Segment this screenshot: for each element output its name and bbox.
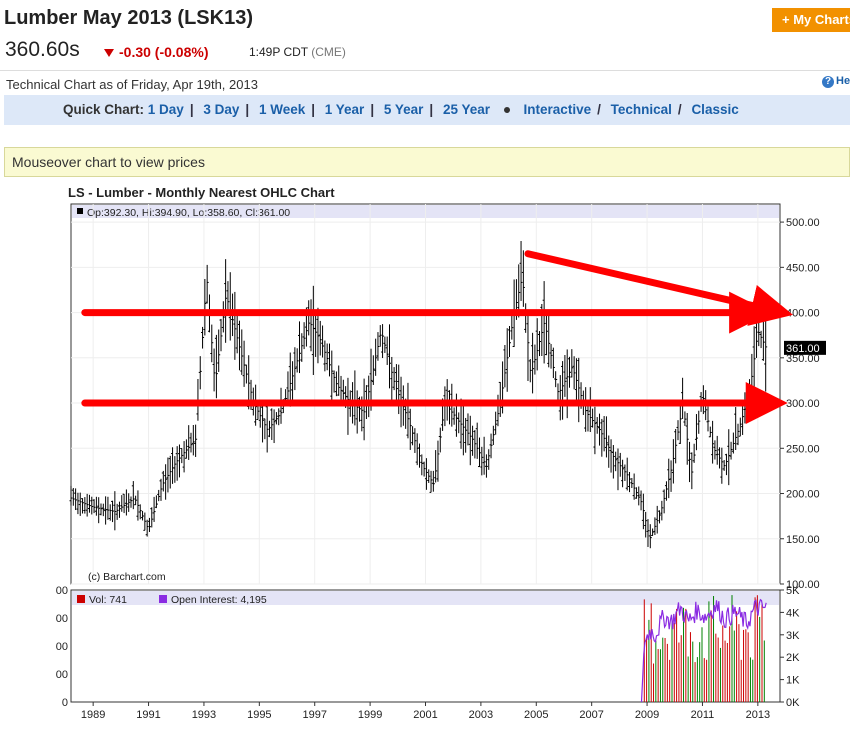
help-label: Help (836, 75, 850, 87)
x-tick-label: 2013 (746, 709, 770, 721)
divider (0, 70, 850, 71)
down-arrow-icon (104, 49, 114, 58)
volume-tick-label: 5K (786, 585, 800, 597)
volume-legend-band (72, 591, 779, 605)
mouseover-banner: Mouseover chart to view prices (4, 147, 850, 177)
quick-link-1-day[interactable]: 1 Day (147, 102, 184, 117)
x-tick-label: 1997 (302, 709, 326, 721)
volume-panel-frame (70, 589, 781, 703)
volume-left-tick-label: 00 (56, 669, 68, 681)
quick-link-3-day[interactable]: 3 Day (203, 102, 240, 117)
chart-credit: (c) Barchart.com (88, 571, 166, 583)
quick-chart-label: Quick Chart: (63, 102, 145, 117)
quick-link-25-year[interactable]: 25 Year (442, 102, 491, 117)
change-value: -0.30 (-0.08%) (119, 44, 209, 60)
quick-link-5-year[interactable]: 5 Year (383, 102, 424, 117)
volume-left-tick-label: 00 (56, 585, 68, 597)
x-tick-label: 2011 (691, 709, 715, 721)
x-tick-label: 2009 (635, 709, 659, 721)
volume-tick-label: 0K (786, 697, 800, 709)
last-price-tag-box (784, 340, 826, 355)
last-price: 360.60s (5, 38, 80, 61)
my-charts-button[interactable]: + My Charts (772, 8, 850, 32)
price-tick-label: 450.00 (786, 262, 820, 274)
ohlc-readout: Op:392.30, Hi:394.90, Lo:358.60, Cl:361.… (87, 207, 290, 219)
chart-title: LS - Lumber - Monthly Nearest OHLC Chart (68, 185, 335, 200)
x-tick-label: 1991 (136, 709, 160, 721)
ohlc-chart[interactable]: LS - Lumber - Monthly Nearest OHLC Chart… (0, 182, 850, 737)
volume-tick-label: 2K (786, 652, 800, 664)
volume-panel: Vol: 741 Open Interest: 4,195 5K 4K 3K 2K 1K… (56, 585, 800, 709)
volume-tick-label: 1K (786, 675, 800, 687)
x-tick-label: 2007 (579, 709, 603, 721)
price-tick-label: 300.00 (786, 398, 820, 410)
price-panel: Op:392.30, Hi:394.90, Lo:358.60, Cl:361.… (69, 203, 826, 591)
help-icon: ? (822, 76, 834, 88)
annotation-arrow (524, 250, 794, 326)
volume-legend-swatch (77, 595, 85, 603)
quick-chart-bar: Quick Chart: 1 Day | 3 Day | 1 Week | 1 Yea… (4, 95, 850, 125)
price-tick-label: 100.00 (786, 579, 820, 591)
volume-left-tick-label: 00 (56, 641, 68, 653)
volume-tick-label: 3K (786, 630, 800, 642)
last-price-tag: 361.00 (786, 343, 820, 355)
bullet-separator (503, 107, 510, 114)
price-tick-label: 500.00 (786, 217, 820, 229)
price-tick-label: 250.00 (786, 443, 820, 455)
price-tick-label: 150.00 (786, 534, 820, 546)
x-tick-label: 2005 (524, 709, 548, 721)
quick-link-1-week[interactable]: 1 Week (258, 102, 306, 117)
price-tick-label: 200.00 (786, 489, 820, 501)
page-title: Lumber May 2013 (LSK13) (4, 7, 253, 29)
time-value: 1:49P CDT (249, 45, 308, 59)
volume-tick-label: 4K (786, 607, 800, 619)
open-interest-line (640, 598, 767, 703)
as-of-label: Technical Chart as of Friday, Apr 19th, … (6, 77, 258, 92)
quick-link-1-year[interactable]: 1 Year (324, 102, 365, 117)
x-tick-label: 1999 (358, 709, 382, 721)
price-tick-label: 400.00 (786, 308, 820, 320)
price-tick-label: 350.00 (786, 353, 820, 365)
volume-left-tick-label: 0 (62, 697, 68, 709)
oi-legend: Open Interest: 4,195 (171, 594, 267, 606)
price-change: -0.30 (-0.08%) (104, 44, 208, 60)
x-tick-label: 1993 (192, 709, 216, 721)
view-classic-link[interactable]: Classic (691, 102, 739, 117)
volume-legend: Vol: 741 (89, 594, 127, 606)
ohlc-legend-swatch (77, 208, 83, 214)
x-tick-label: 2003 (469, 709, 493, 721)
x-tick-label: 1995 (247, 709, 271, 721)
help-link[interactable]: ?Help (822, 75, 850, 88)
view-technical-link[interactable]: Technical (610, 102, 672, 117)
x-tick-label: 1989 (81, 709, 105, 721)
quote-time: 1:49P CDT (CME) (249, 45, 346, 59)
volume-left-tick-label: 00 (56, 613, 68, 625)
x-tick-label: 2001 (413, 709, 437, 721)
view-interactive-link[interactable]: Interactive (523, 102, 592, 117)
exchange-label: (CME) (311, 45, 346, 59)
oi-legend-swatch (159, 595, 167, 603)
